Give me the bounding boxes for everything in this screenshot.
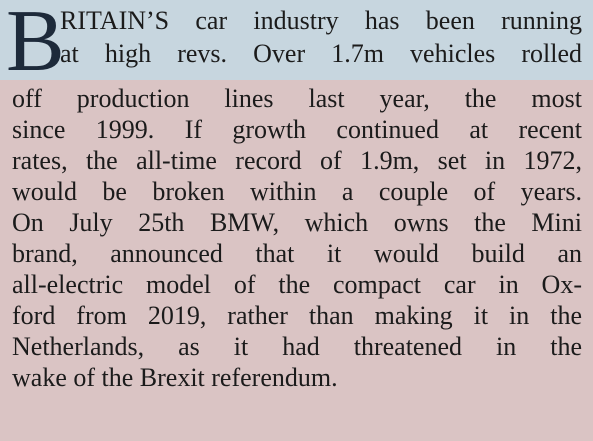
text-line: RITAIN’S car industry has been running <box>60 6 582 35</box>
drop-cap: B <box>6 0 65 90</box>
text-line: would be broken within a couple of years… <box>12 177 582 206</box>
text-line: rates, the all-time record of 1.9m, set … <box>12 146 582 175</box>
highlight-band <box>0 0 593 80</box>
text-line: at high revs. Over 1.7m vehicles rolled <box>60 39 582 68</box>
text-line: all-electric model of the compact car in… <box>12 270 582 299</box>
text-line: ford from 2019, rather than making it in… <box>12 301 582 330</box>
text-line: wake of the Brexit referendum. <box>12 363 338 392</box>
text-line: off production lines last year, the most <box>12 84 582 113</box>
text-line: Netherlands, as it had threatened in the <box>12 332 582 361</box>
text-line: since 1999. If growth continued at recen… <box>12 115 582 144</box>
body-band <box>0 80 593 441</box>
text-line: On July 25th BMW, which owns the Mini <box>12 208 582 237</box>
text-line: brand, announced that it would build an <box>12 239 582 268</box>
